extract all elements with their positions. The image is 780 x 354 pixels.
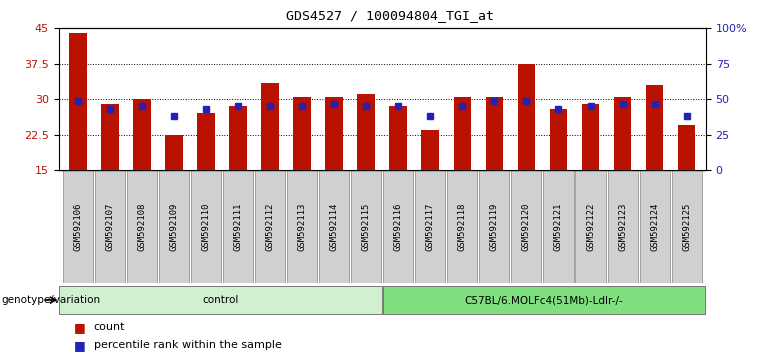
Bar	[518, 64, 535, 170]
FancyBboxPatch shape	[640, 170, 670, 283]
FancyBboxPatch shape	[608, 170, 637, 283]
Text: GSM592122: GSM592122	[586, 202, 595, 251]
Text: GSM592111: GSM592111	[233, 202, 243, 251]
Bar	[550, 109, 567, 170]
Text: ■: ■	[74, 321, 86, 334]
Text: GSM592118: GSM592118	[458, 202, 466, 251]
Bar	[614, 97, 631, 170]
Text: GSM592116: GSM592116	[394, 202, 402, 251]
Text: GSM592107: GSM592107	[105, 202, 115, 251]
Text: GSM592123: GSM592123	[618, 202, 627, 251]
Text: GSM592125: GSM592125	[682, 202, 691, 251]
Text: ■: ■	[74, 339, 86, 352]
Bar	[325, 97, 343, 170]
FancyBboxPatch shape	[512, 170, 541, 283]
FancyBboxPatch shape	[447, 170, 477, 283]
FancyBboxPatch shape	[59, 286, 381, 314]
Bar	[646, 85, 664, 170]
Bar	[261, 82, 278, 170]
FancyBboxPatch shape	[351, 170, 381, 283]
FancyBboxPatch shape	[255, 170, 285, 283]
Bar	[582, 104, 599, 170]
Text: genotype/variation: genotype/variation	[2, 295, 101, 305]
FancyBboxPatch shape	[383, 286, 705, 314]
FancyBboxPatch shape	[127, 170, 157, 283]
Bar	[101, 104, 119, 170]
Bar	[229, 106, 246, 170]
FancyBboxPatch shape	[287, 170, 317, 283]
FancyBboxPatch shape	[672, 170, 702, 283]
Text: GSM592109: GSM592109	[169, 202, 179, 251]
Text: GSM592119: GSM592119	[490, 202, 499, 251]
Text: GSM592120: GSM592120	[522, 202, 531, 251]
FancyBboxPatch shape	[479, 170, 509, 283]
Text: control: control	[202, 295, 239, 305]
Text: GSM592117: GSM592117	[426, 202, 434, 251]
Bar	[165, 135, 183, 170]
FancyBboxPatch shape	[62, 170, 93, 283]
FancyBboxPatch shape	[319, 170, 349, 283]
FancyBboxPatch shape	[544, 170, 573, 283]
FancyBboxPatch shape	[94, 170, 125, 283]
FancyBboxPatch shape	[159, 170, 189, 283]
Text: GSM592110: GSM592110	[201, 202, 211, 251]
Text: GSM592114: GSM592114	[330, 202, 339, 251]
Text: C57BL/6.MOLFc4(51Mb)-Ldlr-/-: C57BL/6.MOLFc4(51Mb)-Ldlr-/-	[465, 295, 623, 305]
Text: GSM592108: GSM592108	[137, 202, 147, 251]
Text: percentile rank within the sample: percentile rank within the sample	[94, 340, 282, 350]
Bar	[453, 97, 471, 170]
Bar	[197, 113, 215, 170]
FancyBboxPatch shape	[576, 170, 605, 283]
FancyBboxPatch shape	[415, 170, 445, 283]
FancyBboxPatch shape	[383, 170, 413, 283]
Text: GSM592124: GSM592124	[650, 202, 659, 251]
FancyBboxPatch shape	[223, 170, 253, 283]
Text: GSM592115: GSM592115	[362, 202, 370, 251]
Text: GSM592121: GSM592121	[554, 202, 563, 251]
Bar	[678, 125, 696, 170]
Text: GSM592106: GSM592106	[73, 202, 82, 251]
Text: GDS4527 / 100094804_TGI_at: GDS4527 / 100094804_TGI_at	[286, 9, 494, 22]
Text: GSM592113: GSM592113	[298, 202, 307, 251]
Text: count: count	[94, 322, 125, 332]
Text: GSM592112: GSM592112	[265, 202, 275, 251]
Bar	[357, 95, 375, 170]
Bar	[293, 97, 311, 170]
FancyBboxPatch shape	[191, 170, 221, 283]
Bar	[389, 106, 407, 170]
Bar	[133, 99, 151, 170]
Bar	[69, 33, 87, 170]
Bar	[486, 97, 503, 170]
Bar	[421, 130, 439, 170]
